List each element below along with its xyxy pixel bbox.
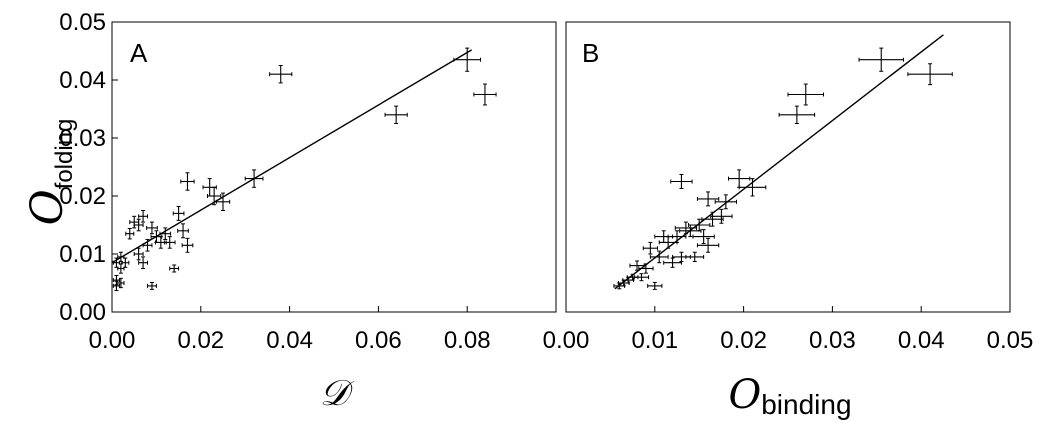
panel-a-data-point — [142, 239, 153, 252]
panel-b-data-point — [638, 263, 654, 274]
panel-b-data-point — [692, 229, 715, 245]
panel-a-data-point — [138, 210, 149, 223]
panel-b-points — [613, 47, 953, 290]
panel-b-x-tick-label: 0.01 — [631, 327, 678, 354]
panel-a-label: A — [130, 38, 148, 68]
panel-a-data-point — [453, 47, 482, 72]
panel-b-data-point — [633, 273, 650, 282]
panel-a-data-point — [146, 221, 158, 235]
panel-b-data-point — [685, 251, 705, 263]
panel-b-data-point — [688, 218, 711, 232]
panel-a-x-tick-label: 0.08 — [444, 327, 491, 354]
panel-a-data-point — [163, 236, 176, 249]
panel-a-data-point — [172, 205, 185, 221]
panel-a-data-point — [138, 256, 149, 269]
panel-a-data-point — [269, 65, 293, 84]
panel-a-data-point — [244, 169, 264, 188]
panel-a-data-point — [177, 223, 189, 239]
panel-a-x-tick-label: 0.04 — [266, 327, 313, 354]
panel-a-y-tick-label: 0.02 — [59, 183, 106, 210]
panel-b-data-point — [696, 237, 720, 253]
panel-a-data-point — [159, 227, 172, 240]
panel-b-data-point — [778, 105, 816, 124]
panel-b-label: B — [582, 38, 599, 68]
panel-b: B 0.00 0.01 0.02 0.03 0.04 0.05 Obinding — [543, 21, 1034, 420]
panel-b-data-point — [696, 191, 720, 207]
panel-b-data-point — [647, 281, 663, 290]
panel-b-x-tick-label: 0.00 — [543, 327, 590, 354]
panel-a-data-point — [133, 218, 144, 232]
panel-b-x-tick-label: 0.04 — [898, 327, 945, 354]
panel-b-data-point — [787, 83, 825, 106]
panel-b-data-point — [667, 230, 687, 243]
panel-b-data-point — [649, 250, 669, 264]
panel-b-x-tick-label: 0.05 — [987, 327, 1034, 354]
panel-a-data-point — [147, 281, 157, 290]
panel-a-y-tick-label: 0.00 — [59, 299, 106, 326]
panel-a-data-point — [181, 237, 194, 253]
panel-b-x-tick-label: 0.02 — [720, 327, 767, 354]
panel-b-data-point — [642, 241, 658, 255]
panel-b-data-point — [701, 211, 724, 227]
panel-a-y-tick-label: 0.04 — [59, 67, 106, 94]
panel-a-y-axis-symbol: O — [22, 189, 73, 225]
panel-a-data-point — [180, 172, 195, 191]
panel-a-fit-line — [111, 49, 472, 264]
panel-a-data-point — [206, 186, 222, 206]
panel-b-data-point — [663, 257, 682, 268]
panel-b-data-point — [907, 63, 953, 86]
svg-text:Ofolding: Ofolding — [22, 119, 78, 226]
panel-a-y-tick-label: 0.01 — [59, 241, 106, 268]
panel-b-data-point — [714, 194, 737, 210]
panel-a-data-point — [169, 264, 180, 273]
panel-b-data-point — [710, 208, 733, 224]
panel-b-x-axis-subscript: binding — [761, 389, 851, 420]
panel-a-x-ticks: 0.00 0.02 0.04 0.06 0.08 — [89, 306, 491, 354]
panel-a-x-tick-label: 0.06 — [355, 327, 402, 354]
panel-b-data-point — [738, 178, 767, 197]
panel-b-fit-line — [614, 34, 944, 290]
panel-a-points — [112, 47, 497, 292]
panel-a-x-tick-label: 0.00 — [89, 327, 136, 354]
panel-b-x-axis-label: Obinding — [728, 372, 851, 420]
panel-a-data-point — [117, 277, 125, 289]
panel-b-data-point — [858, 47, 904, 72]
panel-a-y-axis-label: Ofolding — [22, 119, 78, 226]
panel-b-x-axis-symbol: O — [728, 372, 761, 418]
panel-a: A 0.000.010.020.030.040.05 0.00 0.02 0.04 0… — [22, 9, 557, 414]
panel-b-x-tick-label: 0.03 — [809, 327, 856, 354]
panel-a-data-point — [133, 247, 144, 261]
panel-a-data-point — [473, 83, 497, 106]
panel-a-x-tick-label: 0.02 — [177, 327, 224, 354]
panel-b-data-point — [670, 174, 693, 189]
panel-a-y-tick-label: 0.05 — [59, 9, 106, 36]
panel-a-data-point — [125, 227, 135, 240]
panel-a-data-point — [384, 105, 408, 124]
panel-b-data-point — [674, 221, 698, 235]
panel-a-frame — [111, 21, 557, 313]
panel-a-data-point — [121, 257, 130, 268]
panel-a-y-tick-label: 0.03 — [59, 125, 106, 152]
panel-a-y-axis-subscript: folding — [51, 119, 78, 190]
panel-a-data-point — [215, 192, 231, 211]
panel-a-y-ticks: 0.00 0.01 0.02 0.03 0.04 0.05 — [59, 9, 118, 326]
panel-b-frame — [565, 21, 1011, 313]
panel-b-x-ticks: 0.00 0.01 0.02 0.03 0.04 0.05 — [543, 306, 1034, 354]
